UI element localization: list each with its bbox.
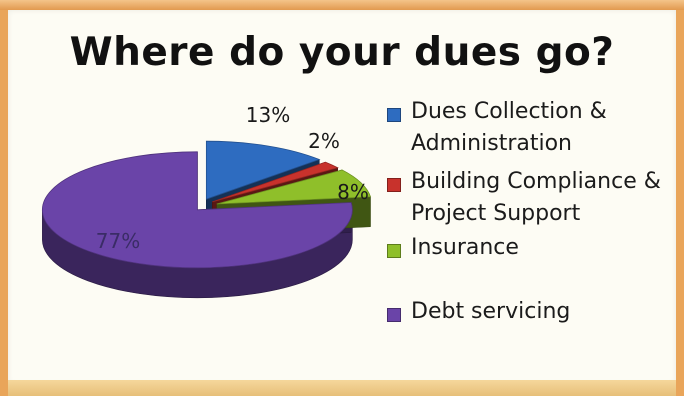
slide-bottom-band: [8, 380, 676, 396]
legend-swatch-insurance: [387, 244, 401, 258]
legend-label-dues-collection: Dues Collection & Administration: [411, 99, 607, 156]
pie-slice-building-compliance: [212, 161, 339, 203]
data-label-debt-servicing: 77%: [96, 229, 140, 253]
chart-title: Where do your dues go?: [69, 30, 615, 75]
legend-label-building-compliance: Building Compliance & Project Support: [411, 169, 661, 226]
legend-label-debt-servicing: Debt servicing: [411, 299, 571, 324]
pie-slice-insurance: [216, 169, 372, 205]
pie-tops: [41, 140, 372, 269]
legend-label-insurance: Insurance: [411, 235, 519, 260]
slide-top-border: [0, 0, 684, 10]
pie-slice-dues-collection: [205, 140, 321, 200]
legend-swatch-building-compliance: [387, 178, 401, 192]
data-label-dues-collection: 13%: [246, 103, 290, 127]
legend-swatch-dues-collection: [387, 108, 401, 122]
pie-slice-debt-servicing: [41, 151, 353, 269]
legend-swatch-debt-servicing: [387, 308, 401, 322]
data-label-building-compliance: 2%: [308, 129, 340, 153]
data-label-insurance: 8%: [337, 180, 369, 204]
